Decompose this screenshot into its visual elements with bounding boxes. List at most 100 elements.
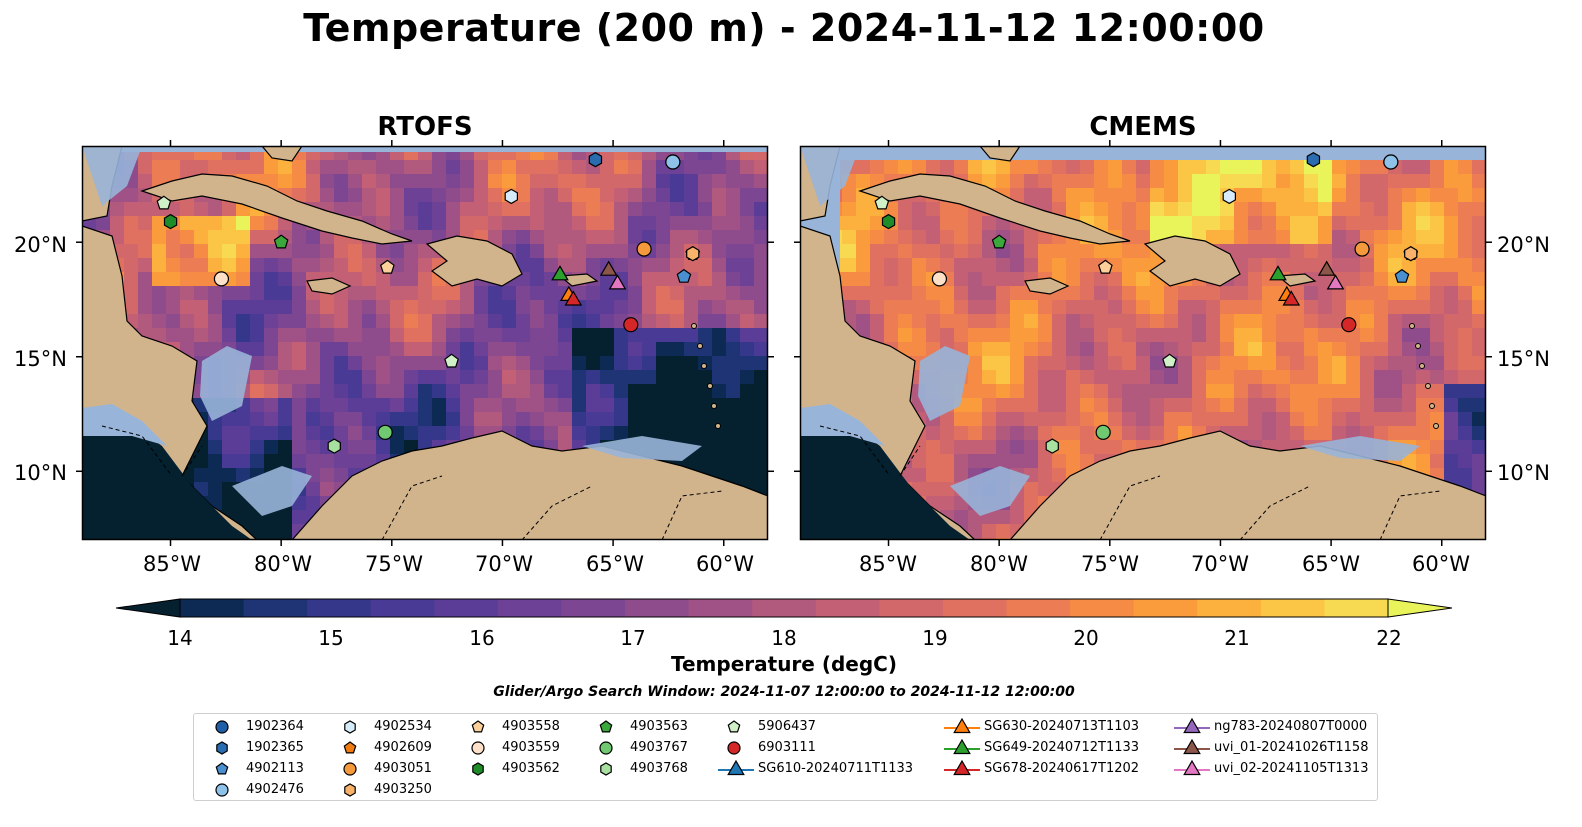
rtofs-obs-4902476 [665,154,681,170]
legend-marker-triangle-icon [944,718,980,734]
rtofs-island-2 [701,363,707,369]
rtofs-shelf-1 [232,466,312,516]
legend-label: 4903767 [630,740,688,755]
lon-label-80w-left: 80°W [254,552,312,576]
legend-label: 4902609 [374,740,432,755]
legend: 1902364 1902365 4902113 4902476 4902534 49026… [193,713,1378,801]
legend-label: 6903111 [758,740,816,755]
legend-triangle-18 [953,739,971,755]
legend-triangle-19 [953,760,971,776]
cmems-obs-5906437 [1162,353,1177,368]
colorbar-tick-21: 21 [1224,626,1250,650]
colorbar-tick-14: 14 [167,626,193,650]
cmems-frame [799,145,1487,541]
rtofs-obs-4903767 [377,424,393,440]
cmems-obs-4902534 [1222,188,1236,205]
cmems-obs-4903051 [1354,241,1370,257]
legend-symbol-2 [215,762,229,775]
legend-symbol-12 [599,741,613,755]
rtofs-borders [101,425,723,540]
cmems-obs-uvi_02-20241105t1313 [1326,274,1345,290]
rtofs-jamaica-land [306,277,352,295]
legend-symbol-3 [215,783,229,797]
legend-label: 4903051 [374,761,432,776]
cmems-border-1 [899,445,921,477]
lon-label-85w-left: 85°W [143,552,201,576]
rtofs-hispaniola-land [425,235,523,287]
cmems-cuba-land [858,173,1131,245]
legend-label: 5906437 [758,719,816,734]
legend-label: SG610-20240711T1133 [758,761,914,776]
legend-label: 1902364 [246,719,304,734]
colorbar-tick-20: 20 [1073,626,1099,650]
colorbar-segment-12 [942,599,1008,617]
legend-symbol-4 [344,720,356,734]
legend-marker-triangle-icon [718,760,754,776]
rtofs-florida-land [261,146,303,162]
cmems-shelf-1 [950,466,1030,516]
rtofs-obs-4902534 [504,188,518,205]
legend-label: 4902534 [374,719,432,734]
legend-label: SG649-20240712T1133 [984,740,1140,755]
panel-title-cmems: CMEMS [1089,112,1197,142]
lat-label-15n-right: 15°N [1497,347,1550,371]
colorbar-segment-17 [1260,599,1325,617]
legend-marker-circle-icon [727,741,741,755]
cmems-border-3 [1239,485,1311,540]
lon-label-75w-left: 75°W [365,552,423,576]
legend-marker-circle-icon [343,762,357,776]
cmems-obs-4902476 [1383,154,1399,170]
rtofs-pacific-shelf [82,404,167,446]
cmems-obs-4903563 [991,234,1007,249]
cmems-obs-6903111 [1341,317,1357,333]
colorbar-segment-7 [625,599,690,617]
cmems-puerto-rico-land [1276,273,1317,287]
cmems-borders [819,425,1441,540]
rtofs-obs-4902113 [676,268,692,283]
legend-symbol-7 [344,783,356,797]
colorbar-extend-low [116,598,181,618]
cmems-obs-sg649-20240712t1133 [1269,265,1287,281]
colorbar-extend-high [1387,598,1452,618]
cmems-island-5 [1433,423,1439,429]
rtofs-obs-4903562 [163,213,178,230]
legend-marker-circle-icon [471,741,485,755]
rtofs-obs-4903051 [636,241,652,257]
colorbar-segment-13 [1006,599,1071,617]
cmems-obs-sg678-20240617t1202 [1282,290,1301,306]
rtofs-obs-sg678-20240617t1202 [564,290,583,306]
rtofs-shelf-0 [200,346,252,421]
rtofs-border-3 [521,485,593,540]
cmems-island-1 [1415,343,1421,349]
colorbar-tick-19: 19 [922,626,948,650]
cmems-ticks [794,140,1492,546]
cmems-obs-5906437 [874,195,890,210]
colorbar-tick-16: 16 [469,626,495,650]
lat-label-10n-left: 10°N [14,461,67,485]
cmems-florida-land [979,146,1021,162]
cmems-observations [874,152,1419,454]
figure-title: Temperature (200 m) - 2024-11-12 12:00:0… [303,6,1265,50]
legend-symbol-10 [472,762,484,776]
lon-label-65w-left: 65°W [586,552,644,576]
legend-triangle-17 [953,718,971,734]
legend-label: uvi_02-20241105T1313 [1214,761,1369,776]
legend-triangle-21 [1183,739,1201,755]
cmems-shelf-3 [800,146,860,206]
lon-label-85w-right: 85°W [859,552,917,576]
rtofs-pacific-deep [82,416,252,540]
legend-symbol-9 [471,741,485,755]
search-window-text: Glider/Argo Search Window: 2024-11-07 12… [493,684,1075,700]
legend-marker-circle-icon [599,741,613,755]
legend-label: 4903558 [502,719,560,734]
cmems-island-3 [1425,383,1431,389]
cmems-island-0 [1409,323,1415,329]
lon-label-65w-right: 65°W [1302,552,1360,576]
legend-marker-hexagon-icon [344,720,356,734]
rtofs-island-1 [697,343,703,349]
legend-triangle-22 [1183,760,1201,776]
colorbar-frame [179,598,1389,618]
cmems-jamaica-land [1024,277,1070,295]
cmems-obs-4903767 [1095,424,1111,440]
cmems-island-2 [1419,363,1425,369]
